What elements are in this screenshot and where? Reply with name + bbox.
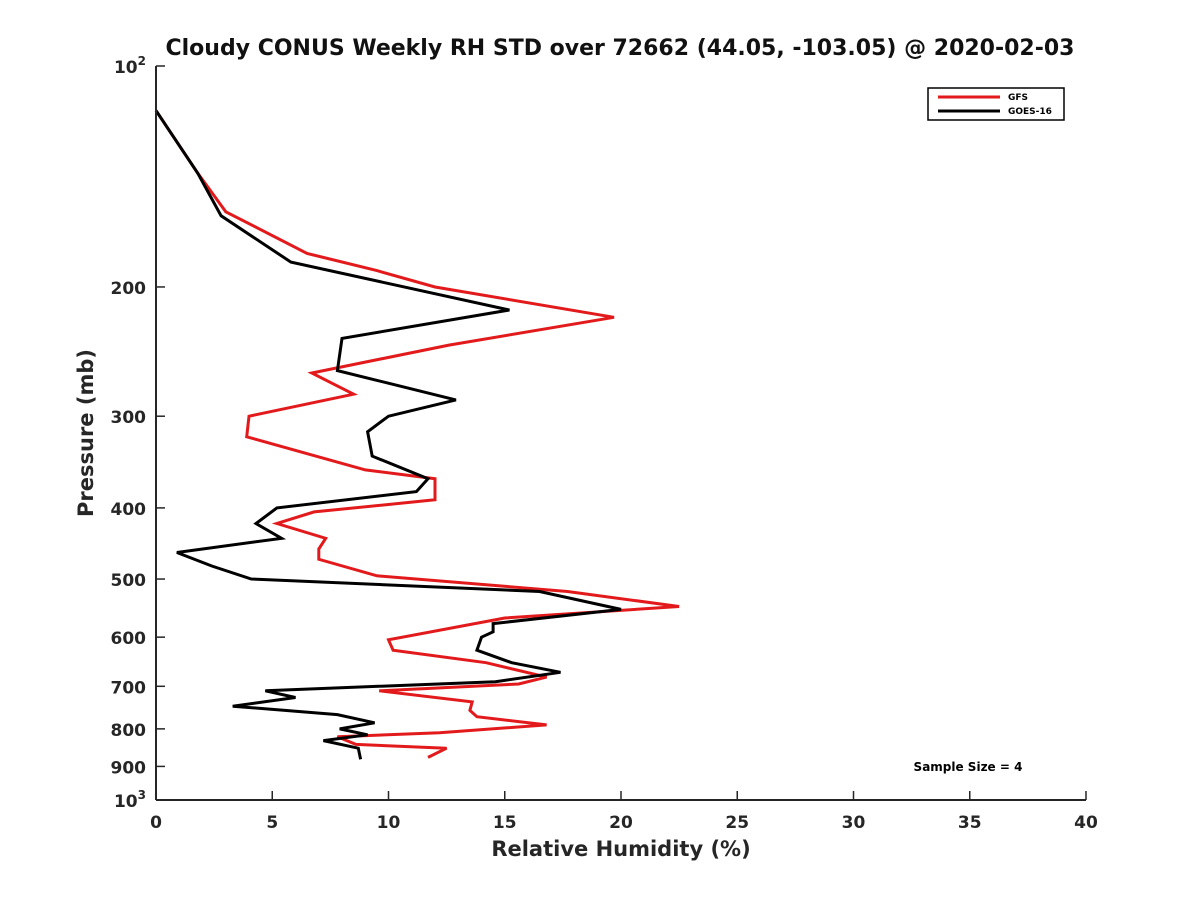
x-tick-label: 25 bbox=[725, 813, 749, 833]
x-tick-label: 30 bbox=[842, 813, 866, 833]
x-tick-label: 15 bbox=[493, 813, 517, 833]
y-tick-label: 400 bbox=[111, 500, 147, 520]
y-tick-label: 900 bbox=[111, 758, 147, 778]
x-tick-label: 5 bbox=[266, 813, 278, 833]
x-tick-label: 40 bbox=[1074, 813, 1098, 833]
y-axis-label: Pressure (mb) bbox=[74, 349, 98, 517]
y-tick-base: 10 bbox=[114, 58, 138, 78]
y-tick-label: 700 bbox=[111, 678, 147, 698]
x-axis-label: Relative Humidity (%) bbox=[491, 837, 750, 861]
legend-label: GFS bbox=[1008, 93, 1028, 103]
y-tick-label: 103 bbox=[114, 788, 146, 812]
y-tick-label: 102 bbox=[114, 54, 146, 78]
y-tick-exponent: 3 bbox=[138, 788, 146, 802]
y-tick-exponent: 2 bbox=[138, 54, 146, 68]
x-tick-label: 35 bbox=[958, 813, 982, 833]
series-line-gfs bbox=[154, 109, 680, 759]
y-tick-label: 300 bbox=[111, 408, 147, 428]
x-tick-label: 0 bbox=[150, 813, 162, 833]
y-tick-label: 500 bbox=[111, 571, 147, 591]
x-tick-label: 20 bbox=[609, 813, 633, 833]
x-tick-label: 10 bbox=[377, 813, 401, 833]
legend-box bbox=[927, 87, 1065, 121]
y-tick-label: 200 bbox=[111, 279, 147, 299]
chart-title: Cloudy CONUS Weekly RH STD over 72662 (4… bbox=[166, 36, 1075, 61]
legend-label: GOES-16 bbox=[1008, 107, 1052, 117]
sample-size-annotation: Sample Size = 4 bbox=[914, 760, 1023, 774]
y-tick-label: 600 bbox=[111, 629, 147, 649]
series-line-goes-16 bbox=[154, 109, 622, 760]
y-tick-label: 800 bbox=[111, 721, 147, 741]
y-tick-base: 10 bbox=[114, 792, 138, 812]
legend: GFS GOES-16 bbox=[927, 87, 1065, 121]
series-lines bbox=[154, 109, 680, 760]
ticks: 0 5 10 15 20 25 30 35 40102200300400500600700800… bbox=[111, 54, 1098, 833]
